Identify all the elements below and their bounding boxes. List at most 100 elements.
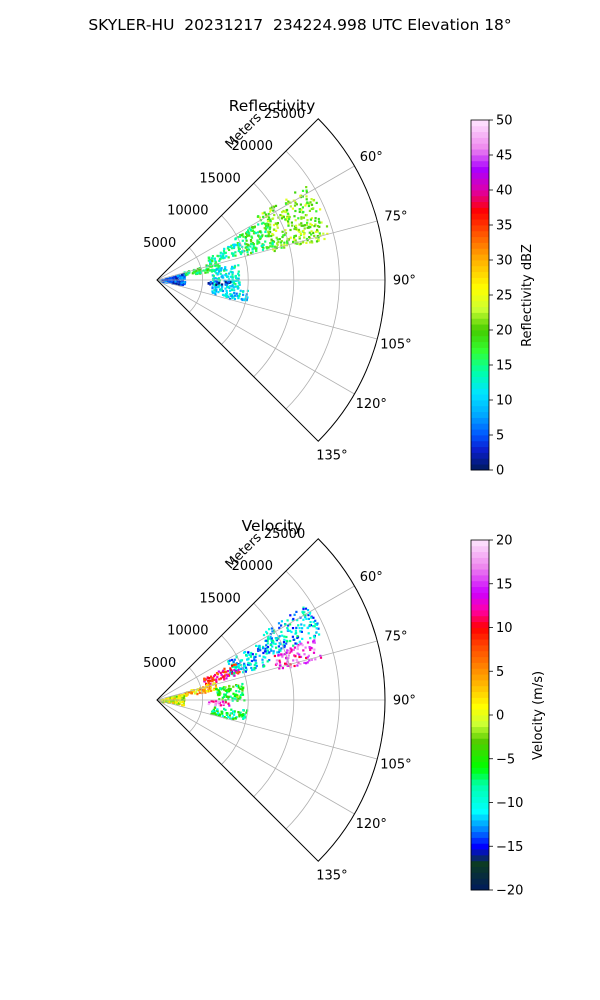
azimuth-tick-label: 120° — [356, 397, 387, 412]
echo-pixel — [296, 645, 299, 648]
echo-pixel — [201, 690, 204, 694]
echo-pixel — [236, 695, 239, 698]
echo-pixel — [231, 665, 234, 669]
echo-pixel — [236, 698, 239, 701]
colorbar-segment — [471, 405, 489, 413]
echo-pixel — [247, 651, 250, 654]
echo-pixel — [217, 689, 220, 692]
colorbar-tick-label: 10 — [496, 394, 513, 409]
echo-pixel — [308, 646, 311, 649]
echo-pixel — [179, 283, 182, 286]
echo-pixel — [264, 240, 267, 243]
echo-pixel — [247, 244, 250, 247]
echo-pixel — [294, 629, 297, 632]
echo-pixel — [274, 222, 277, 225]
echo-pixel — [269, 210, 272, 213]
echo-pixel — [184, 274, 187, 277]
echo-pixel — [319, 208, 322, 211]
echo-pixel — [267, 212, 270, 216]
echo-pixel — [256, 242, 259, 245]
echo-pixel — [244, 670, 247, 673]
echo-pixel — [230, 244, 233, 247]
echo-pixel — [229, 712, 232, 715]
echo-pixel — [285, 219, 288, 222]
echo-pixel — [228, 280, 231, 283]
echo-pixel — [317, 217, 320, 221]
echo-pixel — [216, 712, 219, 715]
echo-pixel — [298, 236, 301, 239]
echo-pixel — [276, 222, 279, 225]
echo-pixel — [175, 703, 179, 706]
echo-pixel — [278, 667, 281, 670]
echo-pixel — [316, 228, 319, 232]
echo-pixel — [238, 695, 241, 698]
echo-pixel — [244, 297, 247, 300]
echo-pixel — [302, 210, 305, 214]
echo-pixel — [303, 661, 306, 664]
echo-pixel — [289, 623, 292, 626]
echo-pixel — [230, 288, 234, 291]
echo-pixel — [248, 234, 251, 237]
echo-pixel — [220, 710, 223, 713]
echo-pixel — [309, 222, 312, 225]
echo-pixel — [271, 630, 274, 633]
echo-pixel — [220, 267, 223, 270]
echo-pixel — [252, 243, 255, 246]
echo-pixel — [305, 214, 308, 217]
colorbar-segment — [471, 715, 489, 722]
colorbar-segment — [471, 283, 489, 290]
echo-pixel — [262, 651, 265, 655]
colorbar-segment — [471, 452, 489, 459]
echo-pixel — [231, 281, 234, 284]
echo-pixel — [275, 236, 278, 239]
echo-pixel — [237, 277, 240, 280]
echo-pixel — [308, 613, 311, 616]
echo-pixel — [190, 690, 193, 693]
echo-pixel — [297, 644, 300, 647]
echo-pixel — [176, 274, 179, 277]
azimuth-tick-label: 105° — [380, 758, 411, 773]
echo-pixel — [233, 713, 236, 716]
echo-pixel — [301, 611, 305, 614]
echo-pixel — [276, 224, 279, 227]
echo-pixel — [287, 238, 291, 241]
echo-pixel — [219, 284, 222, 287]
echo-pixel — [177, 695, 180, 698]
echo-pixel — [304, 616, 307, 619]
echo-pixel — [280, 624, 283, 627]
echo-pixel — [307, 654, 310, 657]
echo-pixel — [224, 674, 227, 677]
colorbar-segment — [471, 691, 489, 698]
echo-pixel — [299, 662, 302, 666]
echo-pixel — [240, 667, 243, 671]
echo-pixel — [206, 689, 210, 692]
echo-pixel — [223, 247, 226, 250]
echo-pixel — [214, 280, 217, 283]
echo-pixel — [274, 642, 277, 645]
echo-pixel — [249, 663, 252, 666]
colorbar-segment — [471, 242, 489, 249]
echo-pixel — [296, 619, 299, 622]
polar-grid — [156, 538, 386, 862]
page-title: SKYLER-HU 20231217 234224.998 UTC Elevat… — [88, 16, 512, 34]
echo-pixel — [250, 651, 253, 655]
echo-pixel — [245, 231, 249, 234]
echo-pixel — [308, 625, 311, 628]
colorbar-segment — [471, 300, 489, 308]
echo-pixel — [241, 250, 244, 253]
echo-pixel — [222, 669, 225, 672]
echo-pixel — [241, 692, 244, 695]
echo-pixel — [235, 662, 238, 665]
echo-pixel — [300, 222, 303, 225]
echo-pixel — [212, 283, 215, 286]
echo-pixel — [287, 661, 290, 664]
echo-pixel — [273, 654, 276, 658]
echo-pixel — [181, 276, 184, 279]
echo-pixel — [234, 717, 237, 720]
colorbar-segment — [471, 551, 489, 558]
echo-pixel — [304, 607, 308, 610]
echo-pixel — [305, 223, 309, 226]
echo-pixel — [218, 269, 221, 272]
echo-pixel — [264, 656, 267, 659]
echo-pixel — [260, 222, 264, 225]
